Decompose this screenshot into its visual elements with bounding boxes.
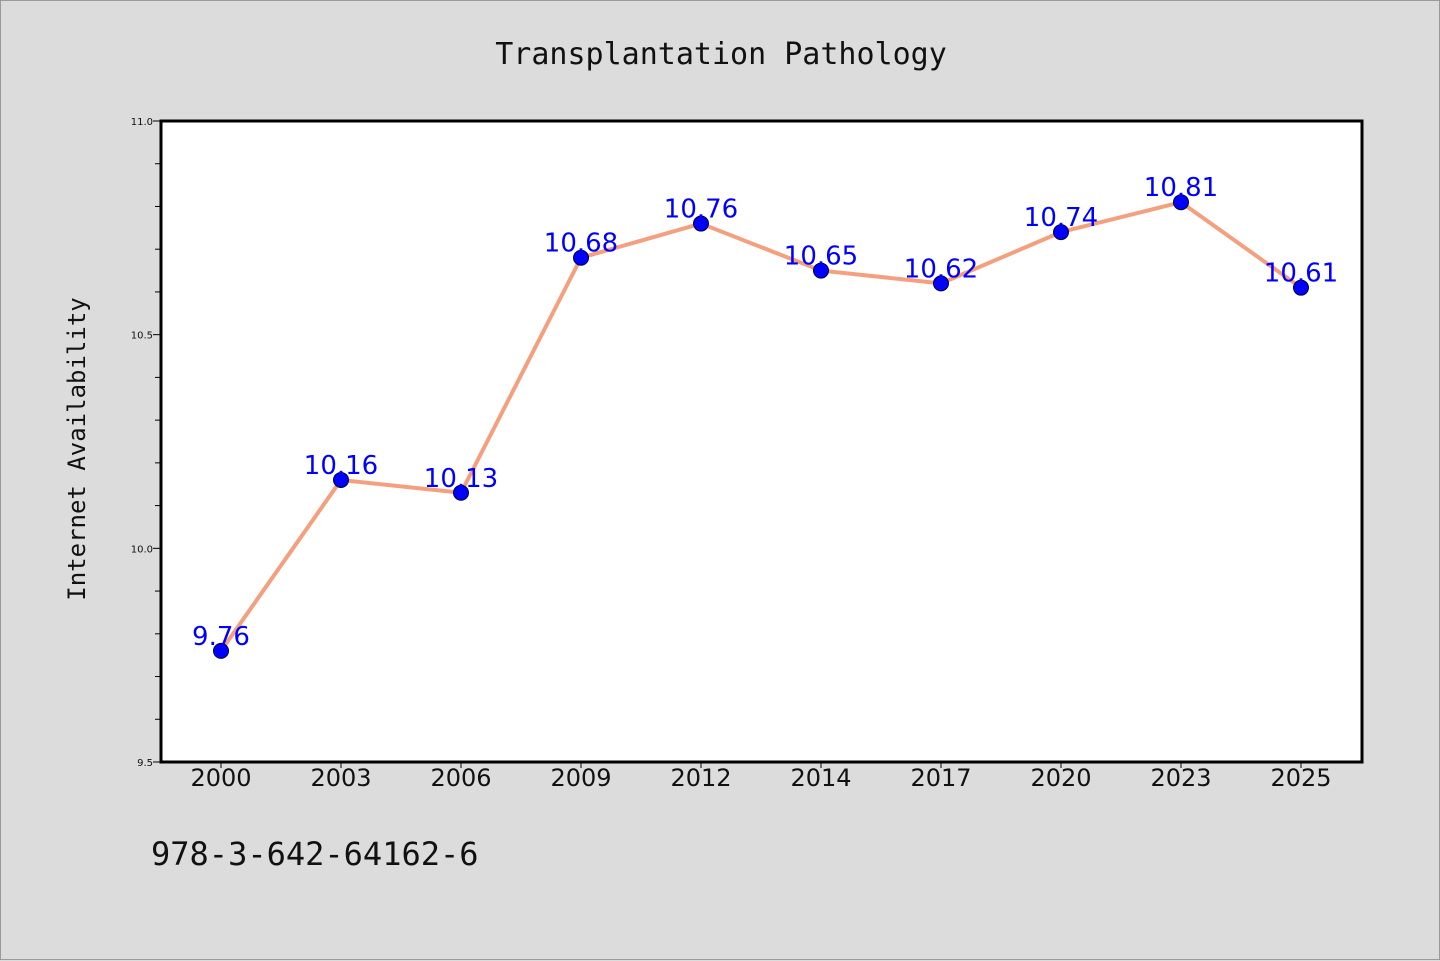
data-labels: 9.76 10.16 10.13 10.68 10.76 10.65 10.62 10.74 1… — [192, 173, 1338, 652]
footer-text: 978-3-642-64162-6 — [151, 835, 479, 873]
data-label: 9.76 — [192, 622, 250, 652]
data-point — [1173, 194, 1189, 211]
plot-area — [159, 119, 1364, 764]
data-label: 10.65 — [784, 242, 858, 272]
data-point — [1293, 279, 1309, 296]
data-label: 10.62 — [904, 254, 978, 284]
data-label: 10.13 — [424, 464, 498, 494]
data-point — [453, 484, 469, 501]
x-tick-label: 2023 — [1150, 764, 1211, 792]
chart-title: Transplantation Pathology — [495, 37, 947, 72]
x-tick-label: 2020 — [1030, 764, 1091, 792]
y-tick-label: 9.5 — [137, 758, 153, 769]
y-tick-label: 11.0 — [131, 117, 153, 128]
x-tick-label: 2009 — [550, 764, 611, 792]
data-label: 10.68 — [544, 229, 618, 259]
data-label: 10.74 — [1024, 203, 1098, 233]
x-tick-label: 2012 — [670, 764, 731, 792]
series-markers — [213, 194, 1309, 659]
axis-ticks: 9.5 10.0 10.5 11.0 2000 2003 2006 2009 2012 2014 2… — [131, 117, 1332, 792]
data-point — [813, 262, 829, 279]
data-label: 10.61 — [1264, 259, 1338, 289]
series-line — [219, 200, 1303, 653]
y-tick-label: 10.5 — [131, 331, 153, 342]
data-label: 10.76 — [664, 195, 738, 225]
y-tick-label: 10.0 — [131, 544, 153, 555]
x-tick-label: 2025 — [1270, 764, 1331, 792]
x-tick-label: 2014 — [790, 764, 851, 792]
y-axis-label: Internet Availability — [63, 297, 91, 600]
data-point — [573, 249, 589, 266]
data-point — [693, 215, 709, 232]
data-point — [933, 275, 949, 292]
data-point — [1053, 224, 1069, 241]
x-tick-label: 2006 — [430, 764, 491, 792]
x-tick-label: 2017 — [910, 764, 971, 792]
series-line-group — [219, 200, 1303, 653]
data-label: 10.16 — [304, 451, 378, 481]
data-point — [213, 642, 229, 659]
data-point — [333, 471, 349, 488]
data-label: 10.81 — [1144, 173, 1218, 203]
x-tick-label: 2000 — [190, 764, 251, 792]
x-tick-label: 2003 — [310, 764, 371, 792]
